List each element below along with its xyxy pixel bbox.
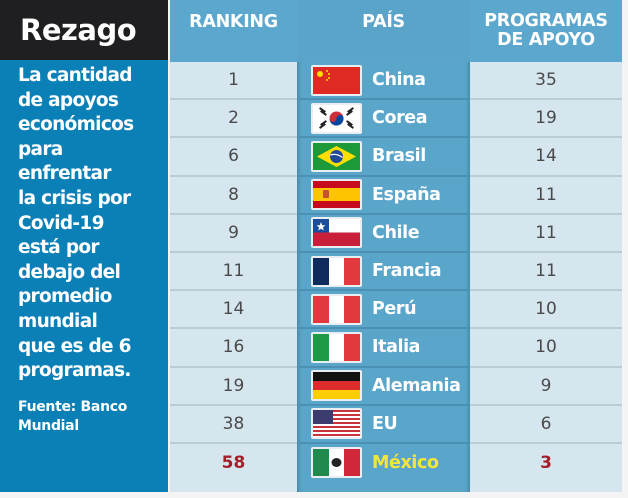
table-cell-country: España	[297, 177, 470, 215]
table-cell-country: Alemania	[297, 368, 470, 406]
table-cell-country: Italia	[297, 329, 470, 368]
table-cell-ranking: 9	[170, 215, 297, 253]
table-cell-country: Brasil	[297, 138, 470, 177]
spain-flag-icon	[311, 179, 362, 211]
table-cell-ranking-highlight: 58	[221, 452, 246, 473]
description-text: La cantidad de apoyos económicos para en…	[18, 65, 134, 382]
germany-flag-icon	[311, 370, 362, 402]
table-cell-country: Corea	[297, 100, 470, 139]
header-programas: PROGRAMAS DE APOYO	[470, 0, 622, 62]
table-cell-ranking: 11	[170, 253, 297, 292]
description-box: La cantidad de apoyos económicos para en…	[0, 60, 168, 492]
table-cell-programs: 6	[470, 406, 622, 444]
panel-title: Rezago	[0, 0, 168, 60]
table-cell-ranking: 8	[170, 177, 297, 215]
table-cell-country: Chile	[297, 215, 470, 253]
table-cell-country-highlight: México	[297, 444, 470, 482]
mexico-flag-icon	[311, 447, 362, 479]
header-pais: PAÍS	[297, 0, 470, 62]
table-cell-country: EU	[297, 406, 470, 444]
table-cell-ranking: 16	[170, 329, 297, 368]
header-ranking: RANKING	[170, 0, 297, 62]
table-cell-programs: 11	[470, 253, 622, 292]
china-flag-icon	[311, 64, 362, 96]
ranking-table: RANKING 1 2 6 8 9 11 14 16 19 38 58 PAÍS…	[170, 0, 622, 492]
table-cell-programs: 14	[470, 138, 622, 177]
table-cell-programs: 9	[470, 368, 622, 406]
table-cell-ranking: 14	[170, 291, 297, 330]
table-cell-country: China	[297, 62, 470, 101]
peru-flag-icon	[311, 293, 362, 325]
sidebar-panel: Rezago La cantidad de apoyos económicos …	[0, 0, 168, 492]
usa-flag-icon	[311, 408, 362, 440]
france-flag-icon	[311, 255, 362, 287]
ranking-column: RANKING 1 2 6 8 9 11 14 16 19 38 58	[170, 0, 297, 492]
country-column: PAÍS China Corea Brasil España	[297, 0, 470, 492]
table-cell-ranking: 1	[170, 62, 297, 101]
table-cell-country: Francia	[297, 253, 470, 292]
table-cell-programs: 19	[470, 100, 622, 139]
table-cell-programs: 35	[470, 62, 622, 101]
table-cell-programs: 10	[470, 329, 622, 368]
brazil-flag-icon	[311, 140, 362, 172]
table-cell-ranking: 6	[170, 138, 297, 177]
italy-flag-icon	[311, 331, 362, 363]
table-cell-programs: 11	[470, 215, 622, 253]
table-cell-programs: 11	[470, 177, 622, 215]
chile-flag-icon	[311, 217, 362, 249]
source-note: Fuente: Banco Mundial	[18, 398, 128, 434]
table-cell-ranking: 2	[170, 100, 297, 139]
programs-column: PROGRAMAS DE APOYO 35 19 14 11 11 11 10 …	[470, 0, 622, 492]
table-cell-programs: 10	[470, 291, 622, 330]
table-cell-programs-highlight: 3	[540, 452, 552, 473]
table-cell-ranking: 19	[170, 368, 297, 406]
korea-flag-icon	[311, 102, 362, 134]
table-cell-country: Perú	[297, 291, 470, 330]
table-cell-ranking: 38	[170, 406, 297, 444]
